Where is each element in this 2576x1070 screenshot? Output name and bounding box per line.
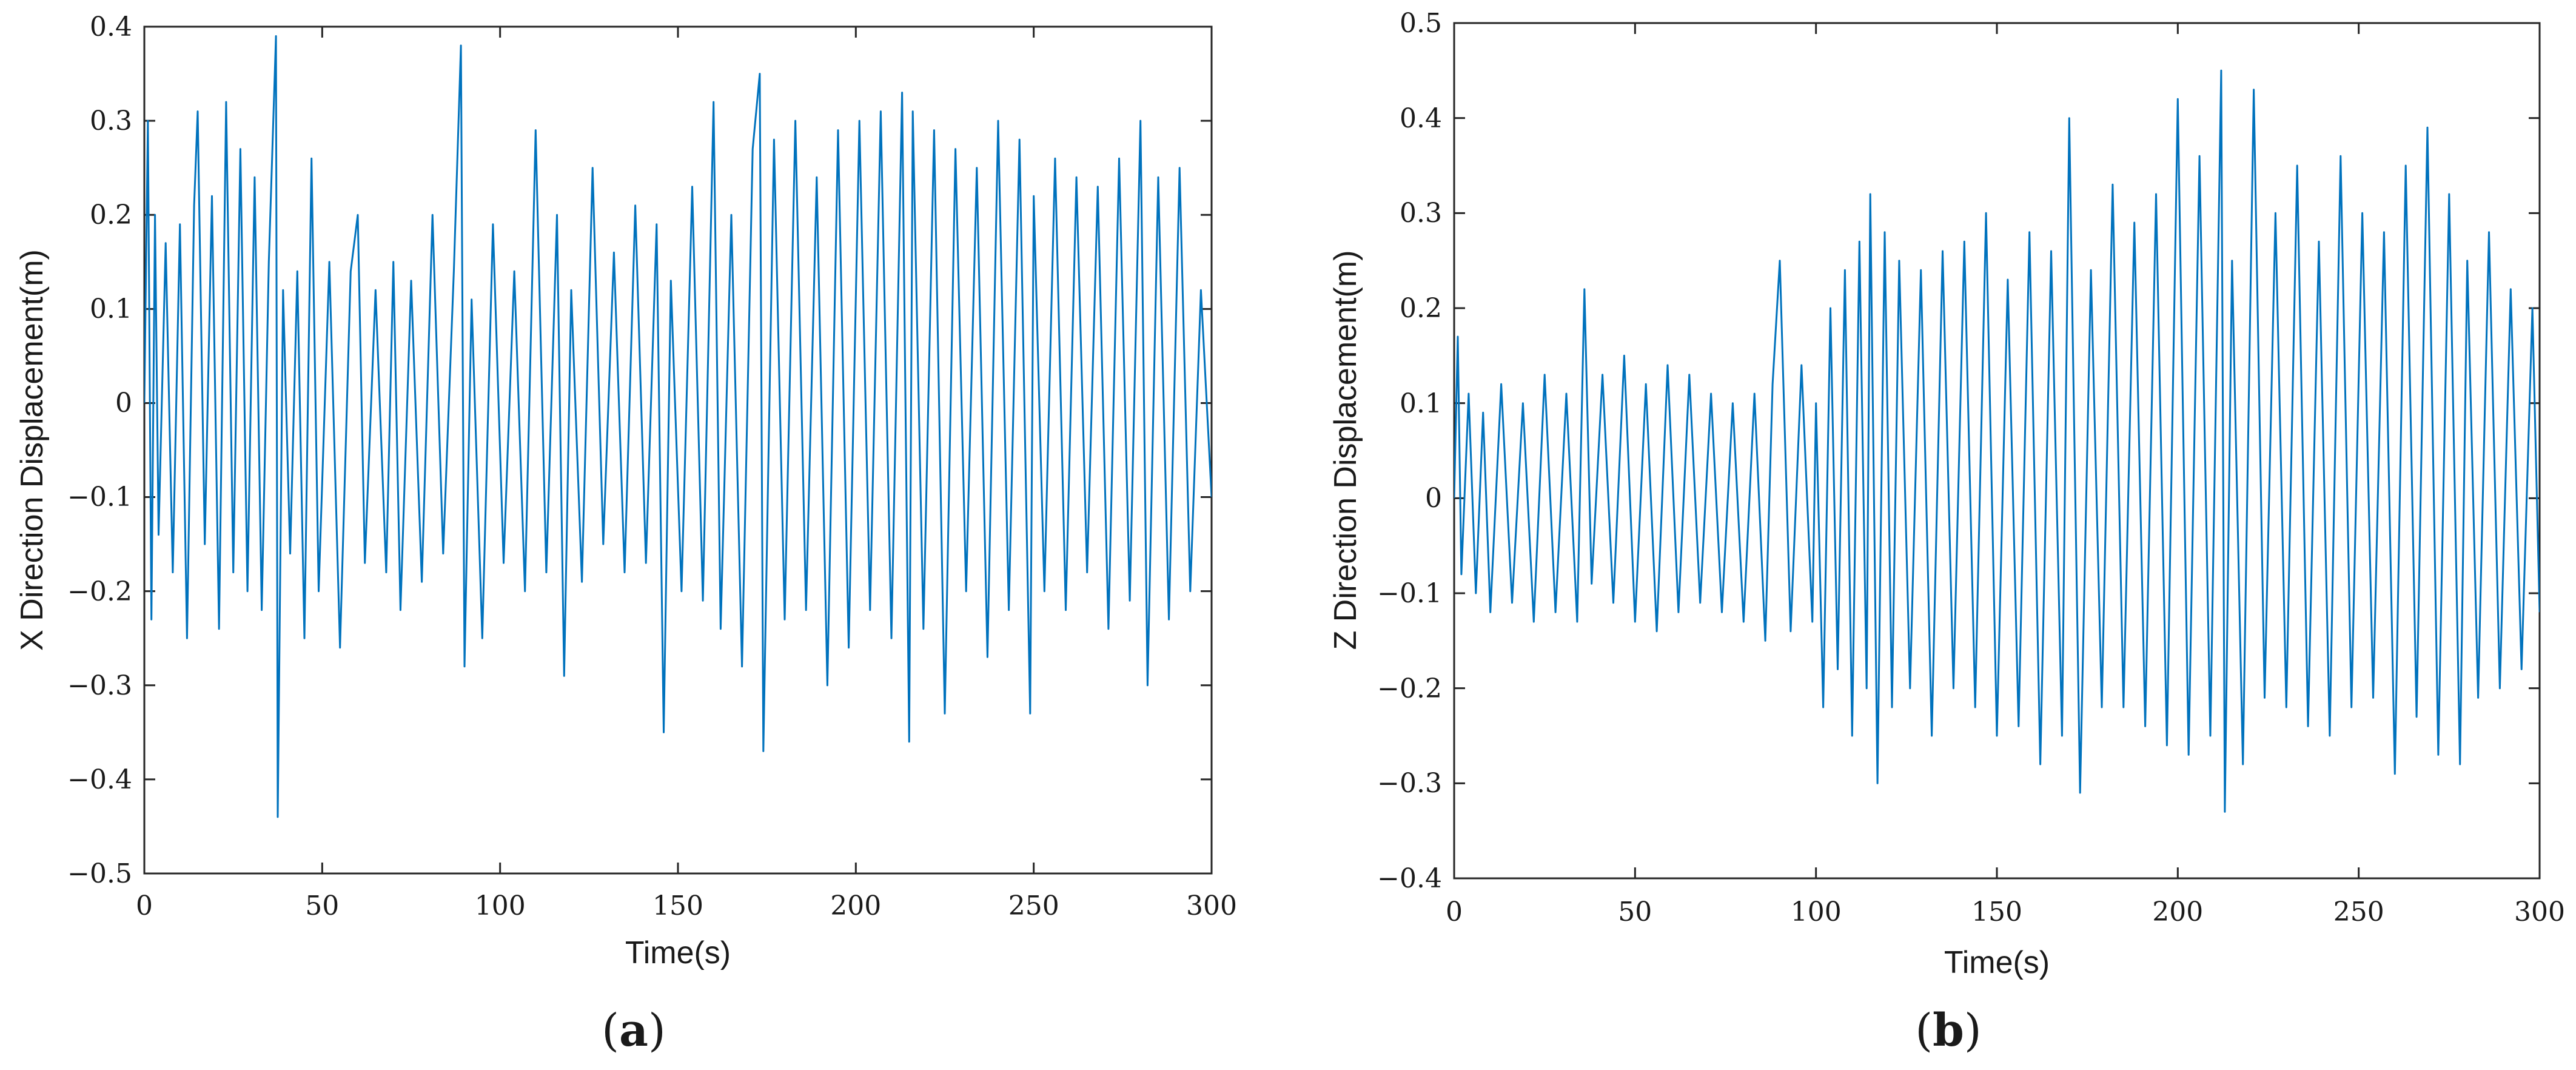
y-tick-label: −0.2 (67, 576, 132, 607)
y-tick-labels-a: 0.4 0.3 0.2 0.1 0 −0.1 −0.2 −0.3 −0.4 −0… (67, 12, 132, 889)
y-tick-label: 0.1 (1400, 388, 1442, 419)
x-tick-label: 250 (1008, 890, 1059, 921)
y-axis-label-b: Z Direction Displacement(m) (1328, 251, 1363, 650)
chart-panel-a: 0 50 100 150 200 250 300 0.4 0.3 0.2 0.1… (15, 12, 1237, 1057)
panel-label-a: (a) (602, 1004, 666, 1057)
x-tick-label: 50 (1618, 897, 1652, 927)
y-tick-label: −0.2 (1377, 673, 1442, 704)
y-tick-label: 0.2 (90, 200, 132, 230)
series-line-b (1454, 69, 2540, 813)
x-axis-label-a: Time(s) (625, 935, 731, 971)
y-tick-label: −0.3 (67, 670, 132, 701)
y-tick-label: −0.3 (1377, 768, 1442, 799)
y-tick-label: 0 (115, 388, 132, 419)
x-tick-label: 100 (475, 890, 526, 921)
plot-area-b (1453, 22, 2541, 880)
y-tick-label: 0.3 (1400, 198, 1442, 229)
x-tick-label: 300 (2514, 897, 2565, 927)
x-tick-labels-b: 0 50 100 150 200 250 300 (1446, 897, 2565, 927)
x-axis-label-b: Time(s) (1944, 945, 2050, 980)
y-tick-label: −0.1 (67, 482, 132, 513)
chart-panel-b: 0 50 100 150 200 250 300 0.5 0.4 0.3 0.2… (1328, 8, 2565, 1057)
series-line-a (144, 35, 1212, 818)
panel-letter-a: a (619, 1004, 648, 1057)
y-tick-label: 0.5 (1400, 8, 1442, 39)
y-tick-labels-b: 0.5 0.4 0.3 0.2 0.1 0 −0.1 −0.2 −0.3 −0.… (1377, 8, 1442, 894)
y-tick-label: 0.2 (1400, 293, 1442, 324)
plot-area-a (143, 25, 1213, 875)
y-tick-label: −0.1 (1377, 578, 1442, 609)
y-tick-label: −0.4 (67, 764, 132, 795)
y-tick-label: 0 (1425, 483, 1442, 514)
x-tick-label: 100 (1791, 897, 1842, 927)
x-tick-labels-a: 0 50 100 150 200 250 300 (136, 890, 1237, 921)
x-tick-label: 200 (2152, 897, 2203, 927)
y-tick-label: 0.4 (90, 12, 132, 42)
x-tick-label: 250 (2333, 897, 2384, 927)
y-tick-label: 0.1 (90, 294, 132, 325)
x-tick-label: 0 (1446, 897, 1463, 927)
panel-label-b: (b) (1915, 1004, 1982, 1057)
y-tick-label: −0.4 (1377, 863, 1442, 894)
y-tick-label: 0.3 (90, 106, 132, 136)
y-tick-label: −0.5 (67, 858, 132, 889)
panel-letter-b: b (1933, 1004, 1964, 1057)
x-tick-label: 0 (136, 890, 153, 921)
x-tick-label: 200 (830, 890, 881, 921)
x-tick-label: 150 (1971, 897, 2022, 927)
x-tick-label: 300 (1186, 890, 1237, 921)
x-tick-label: 150 (652, 890, 703, 921)
x-tick-label: 50 (305, 890, 339, 921)
y-axis-label-a: X Direction Displacement(m) (15, 249, 50, 651)
y-tick-label: 0.4 (1400, 103, 1442, 134)
